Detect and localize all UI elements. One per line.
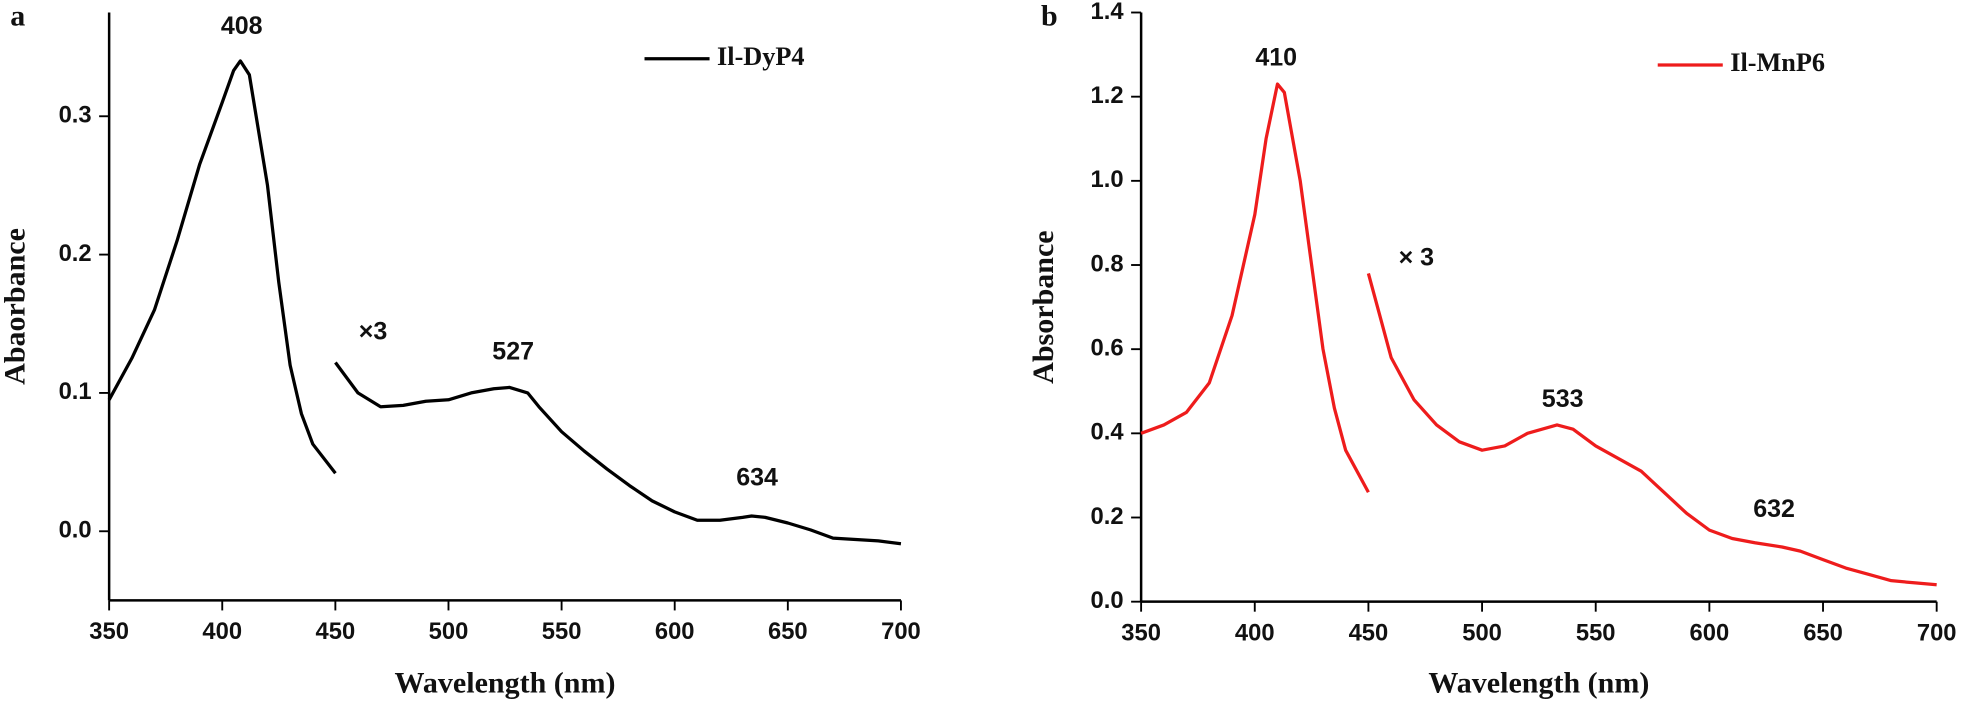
x-tick-label: 700 — [881, 618, 921, 645]
y-axis-label: Abaorbance — [0, 228, 32, 385]
x-tick-label: 400 — [202, 618, 242, 645]
y-tick-label: 1.0 — [1091, 166, 1124, 193]
y-tick-label: 0.2 — [59, 240, 92, 267]
y-tick-label: 0.4 — [1091, 419, 1125, 446]
x-tick-label: 650 — [768, 618, 808, 645]
y-tick-label: 0.2 — [1091, 503, 1124, 530]
x-tick-label: 550 — [1576, 619, 1616, 646]
x-tick-label: 450 — [316, 618, 356, 645]
legend-label: Il-DyP4 — [717, 42, 805, 71]
x-tick-label: 350 — [89, 618, 129, 645]
spectrum-line — [1140, 82, 1370, 493]
spectrum-line — [334, 361, 902, 546]
peak-annotation: 527 — [492, 337, 534, 365]
y-tick-label: 0.0 — [59, 517, 92, 544]
peak-annotation: 410 — [1255, 43, 1297, 71]
spectrum-line — [1366, 273, 1937, 587]
peak-annotation: 632 — [1753, 495, 1795, 523]
spectrum-line — [107, 59, 337, 475]
peak-annotation: ×3 — [359, 317, 388, 345]
y-tick-label: 0.1 — [59, 378, 92, 405]
legend-label: Il-MnP6 — [1730, 48, 1825, 77]
y-tick-label: 0.6 — [1091, 334, 1124, 361]
x-tick-label: 600 — [655, 618, 695, 645]
x-tick-label: 650 — [1803, 619, 1843, 646]
y-tick-label: 0.8 — [1091, 250, 1124, 277]
x-tick-label: 500 — [1462, 619, 1502, 646]
y-axis-label: Absorbance — [1027, 230, 1060, 383]
x-tick-label: 450 — [1349, 619, 1389, 646]
x-tick-label: 600 — [1690, 619, 1730, 646]
x-tick-label: 550 — [542, 618, 582, 645]
peak-annotation: 408 — [221, 12, 263, 40]
y-tick-label: 1.2 — [1091, 82, 1124, 109]
peak-annotation: 634 — [736, 464, 778, 492]
peak-annotation: × 3 — [1399, 244, 1434, 272]
y-tick-label: 1.4 — [1091, 0, 1125, 25]
x-axis-label: Wavelength (nm) — [395, 666, 616, 699]
x-tick-label: 350 — [1121, 619, 1161, 646]
y-tick-label: 0.3 — [59, 102, 92, 129]
x-tick-label: 700 — [1917, 619, 1957, 646]
x-tick-label: 500 — [429, 618, 469, 645]
x-axis-label: Wavelength (nm) — [1428, 666, 1649, 699]
panel-label: b — [1041, 0, 1058, 33]
peak-annotation: 533 — [1542, 385, 1584, 413]
y-tick-label: 0.0 — [1091, 587, 1124, 614]
x-tick-label: 400 — [1235, 619, 1275, 646]
panel-label: a — [10, 0, 25, 33]
